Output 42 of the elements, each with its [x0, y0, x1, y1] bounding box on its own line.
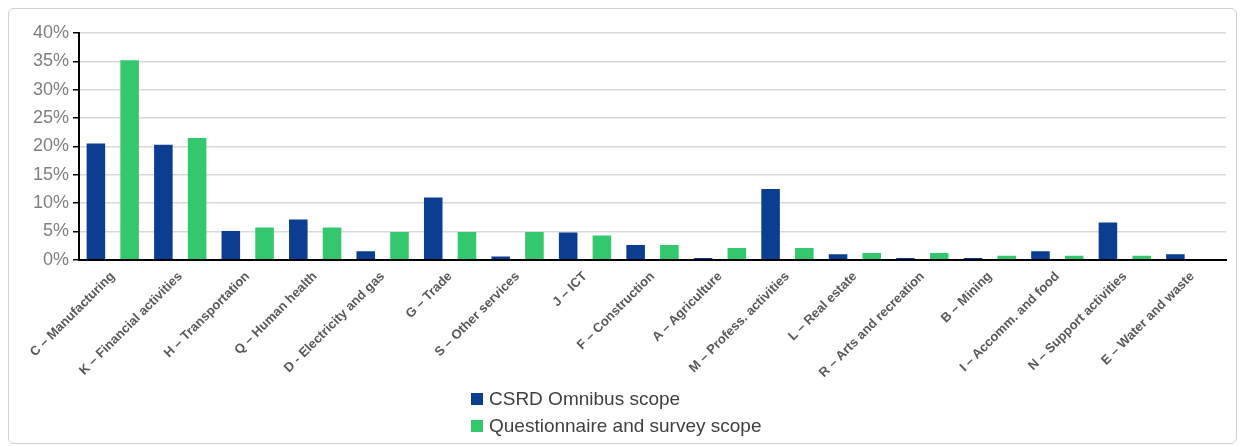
bar: [289, 219, 308, 260]
y-tick-label: 0%: [43, 248, 70, 269]
bar: [828, 254, 848, 260]
x-tick-label: J – ICT: [548, 268, 590, 310]
bar: [120, 60, 139, 260]
y-tick-label: 40%: [33, 21, 70, 42]
bar: [491, 256, 510, 260]
bar: [154, 144, 173, 260]
bar: [423, 197, 443, 260]
bar: [187, 137, 207, 260]
bar: [795, 247, 814, 260]
bar: [761, 188, 780, 260]
y-tick-label: 10%: [33, 192, 70, 213]
y-tick-label: 35%: [33, 50, 70, 71]
bar: [1098, 222, 1118, 260]
bar: [660, 245, 679, 260]
bar: [558, 232, 578, 260]
bar: [255, 227, 274, 260]
bar: [727, 247, 747, 260]
y-tick-label: 20%: [33, 135, 70, 156]
bar: [457, 232, 477, 260]
y-tick-label: 30%: [33, 78, 70, 99]
bar: [1031, 251, 1050, 260]
y-tick-label: 25%: [33, 107, 70, 128]
bar: [862, 253, 882, 260]
bar: [997, 255, 1016, 260]
bar: [1166, 254, 1185, 260]
y-tick-label: 15%: [33, 163, 70, 184]
bar: [221, 230, 241, 260]
bar: [929, 253, 949, 260]
bar: [322, 227, 342, 260]
bar: [592, 235, 612, 260]
bar: [390, 232, 409, 260]
y-tick-label: 5%: [43, 220, 70, 241]
bar: [1132, 255, 1151, 260]
bar: [626, 245, 645, 260]
bar: [86, 143, 106, 260]
legend-label: Questionnaire and survey scope: [489, 414, 762, 437]
bar: [356, 251, 376, 260]
bar: [525, 232, 544, 260]
legend-label: CSRD Omnibus scope: [489, 387, 681, 410]
bar: [1064, 255, 1084, 260]
